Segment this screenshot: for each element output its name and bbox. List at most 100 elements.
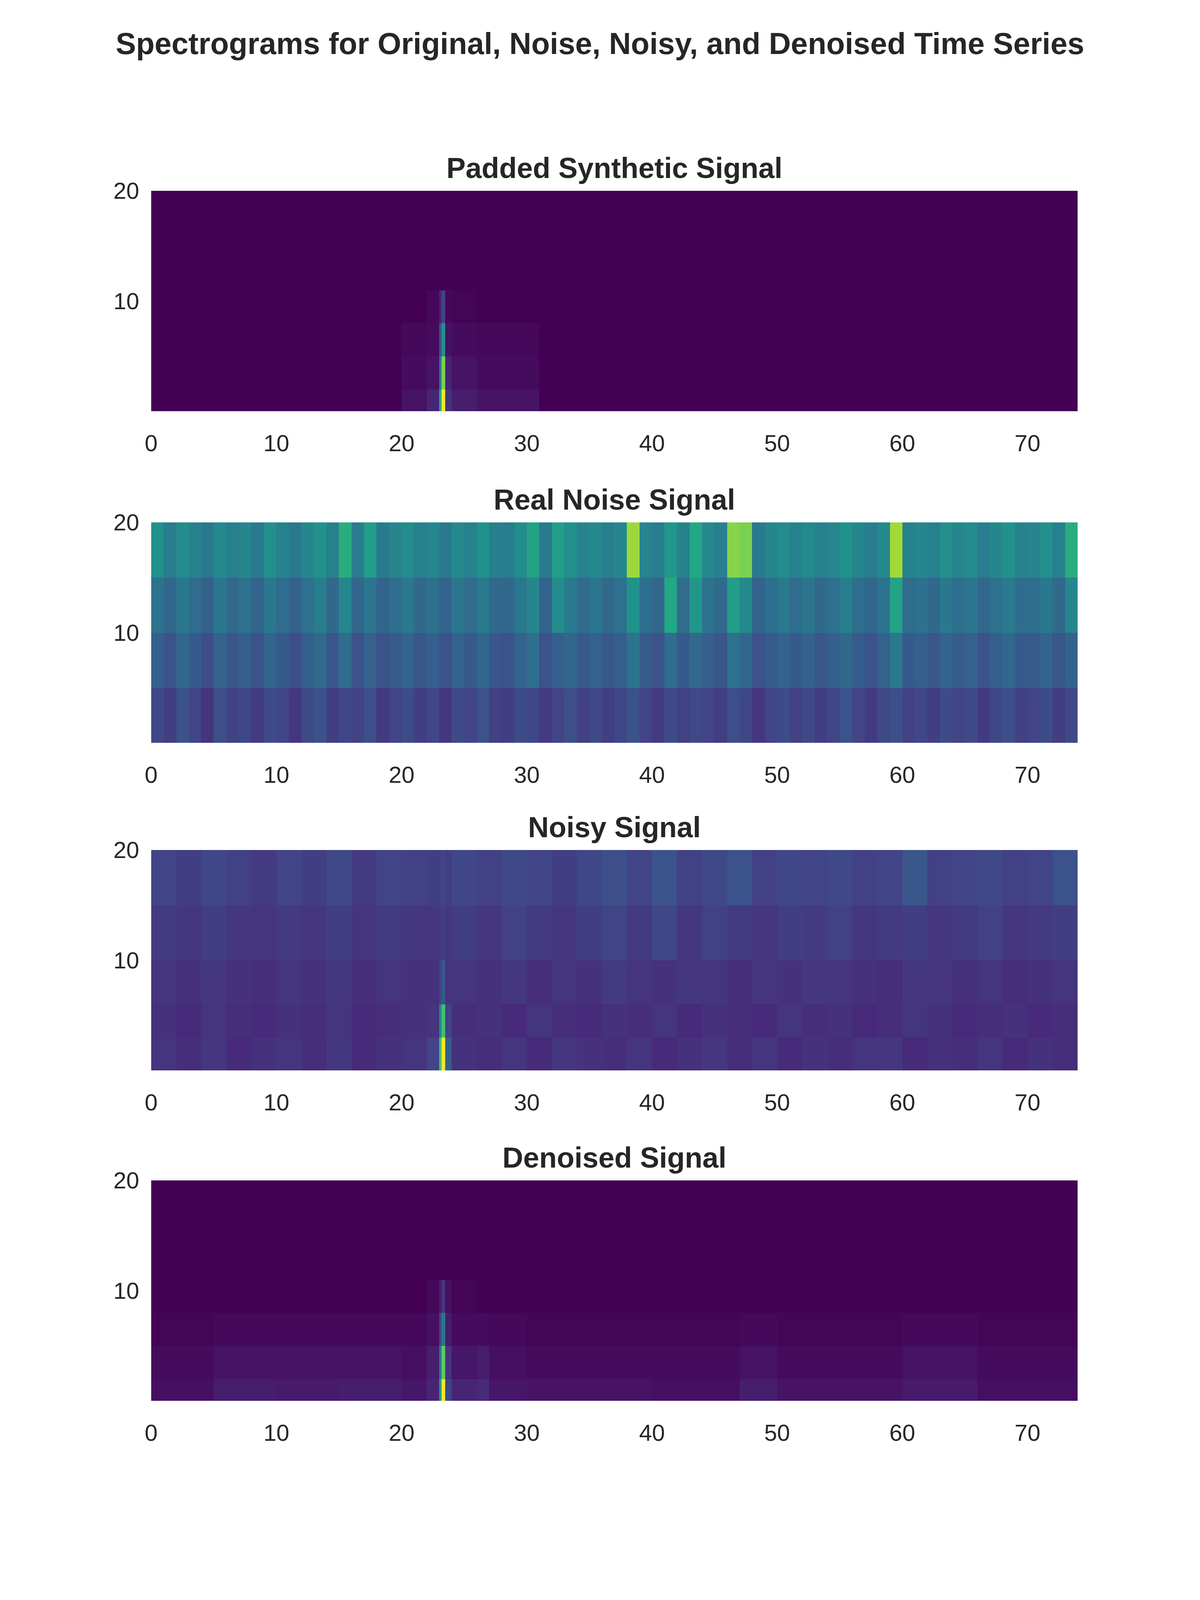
cell (652, 1312, 740, 1346)
cell (163, 632, 177, 688)
cell (814, 687, 828, 743)
cell (639, 632, 653, 688)
cell (614, 687, 628, 743)
cell (539, 632, 552, 688)
cell (226, 850, 252, 906)
x-tick-label: 30 (514, 761, 540, 788)
cell (188, 687, 202, 743)
cell (526, 1378, 653, 1401)
cell (326, 960, 352, 1005)
figure-title: Spectrograms for Original, Noise, Noisy,… (115, 26, 1084, 61)
cell (426, 190, 440, 291)
cell (789, 577, 803, 633)
cell (445, 1279, 452, 1313)
cell (852, 632, 866, 688)
cell (626, 905, 652, 961)
cell (676, 1037, 702, 1071)
cell (977, 1004, 1003, 1038)
cell (602, 632, 615, 688)
x-tick-label: 60 (889, 1089, 916, 1116)
cell (526, 632, 540, 688)
cell (576, 577, 590, 633)
cell (288, 687, 302, 743)
cell (652, 522, 665, 578)
cell (301, 1037, 327, 1071)
x-tick-label: 30 (514, 1419, 540, 1446)
cell (476, 1345, 490, 1379)
cell (802, 960, 828, 1005)
cell (902, 1180, 978, 1280)
cell (1027, 905, 1053, 961)
cell (714, 632, 728, 688)
cell (839, 577, 853, 633)
cell (1015, 522, 1028, 578)
cell (326, 1004, 352, 1038)
cell (213, 687, 227, 743)
cell (914, 522, 928, 578)
cell (276, 1037, 302, 1071)
cell (1002, 632, 1016, 688)
cell (702, 905, 728, 961)
cell (777, 1180, 903, 1280)
cell (802, 522, 815, 578)
cell (1065, 687, 1078, 743)
cell (652, 577, 665, 633)
x-tick-label: 10 (263, 761, 290, 788)
cell (238, 577, 252, 633)
cell (727, 687, 740, 743)
panel-title: Denoised Signal (502, 1141, 727, 1174)
cell (401, 1378, 427, 1401)
cell (514, 522, 528, 578)
cell (338, 1279, 402, 1313)
cell (864, 687, 878, 743)
cell (445, 190, 452, 291)
cell (401, 632, 415, 688)
cell (689, 577, 703, 633)
cell (827, 960, 853, 1005)
cell (576, 632, 590, 688)
cell (752, 1037, 778, 1071)
cell (602, 1037, 628, 1071)
heatmap-cells (151, 190, 1078, 412)
cell (1027, 522, 1041, 578)
cell (163, 687, 177, 743)
cell (351, 960, 377, 1005)
cell (1052, 905, 1078, 961)
cell (201, 905, 227, 961)
cell (445, 323, 452, 357)
figure: Spectrograms for Original, Noise, Noisy,… (0, 0, 1200, 1600)
x-tick-label: 0 (144, 1089, 158, 1116)
cell (552, 960, 578, 1005)
cell (426, 632, 440, 688)
cell (326, 577, 340, 633)
cell (727, 577, 740, 633)
cell (351, 1037, 377, 1071)
cell (739, 1345, 778, 1379)
cell (314, 577, 327, 633)
cell (151, 323, 402, 357)
cell (777, 1378, 903, 1401)
cell (489, 1345, 527, 1379)
cell (514, 577, 528, 633)
cell (451, 190, 477, 291)
cell (702, 522, 715, 578)
cell (827, 1004, 853, 1038)
x-tick-label: 30 (514, 1089, 540, 1116)
x-tick-label: 50 (764, 430, 791, 456)
x-tick-label: 20 (388, 1089, 415, 1116)
cell (276, 1004, 302, 1038)
cell (589, 577, 602, 633)
cell (1027, 850, 1053, 906)
cell (451, 1180, 477, 1280)
cell (526, 687, 540, 743)
cell (264, 522, 277, 578)
y-tick-label: 10 (113, 947, 140, 974)
cell (426, 1345, 440, 1379)
cell (276, 1180, 340, 1280)
cell (739, 1378, 778, 1401)
cell (676, 632, 690, 688)
cell (564, 632, 578, 688)
cell (1002, 1004, 1028, 1038)
cell (251, 522, 264, 578)
cell (802, 577, 815, 633)
